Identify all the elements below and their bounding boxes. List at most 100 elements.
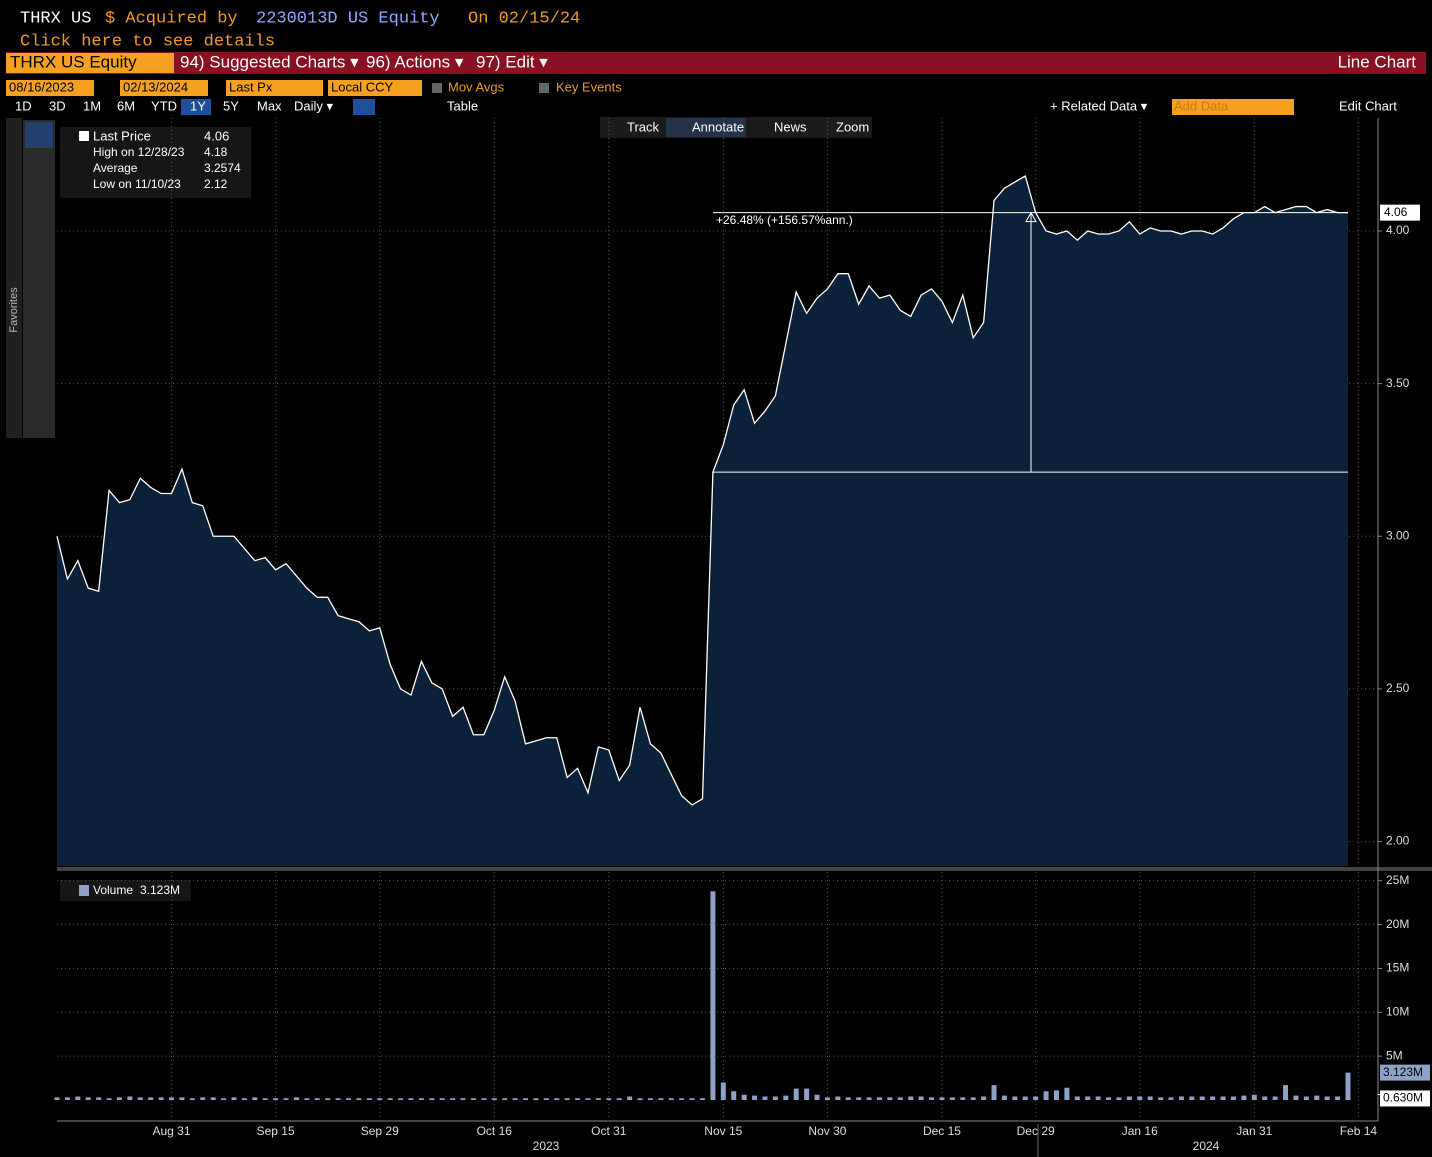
x-tick-label: Sep 29 — [361, 1124, 399, 1138]
edit-chart[interactable]: Edit Chart — [1339, 98, 1397, 113]
tool[interactable]: Track — [627, 119, 660, 134]
bar — [491, 1098, 497, 1100]
add-data-box[interactable] — [1172, 99, 1294, 115]
bar — [1074, 1096, 1080, 1100]
bar — [200, 1097, 206, 1100]
volume-legend-box — [60, 880, 191, 901]
bar — [647, 1098, 653, 1100]
period[interactable]: 1Y — [190, 98, 206, 113]
last-badge-text: 4.06 — [1384, 205, 1408, 219]
year-label: 2023 — [533, 1139, 560, 1153]
volume-badge — [1380, 1064, 1430, 1081]
bar — [1324, 1096, 1330, 1100]
checkbox[interactable] — [539, 83, 549, 93]
tool-active — [666, 118, 746, 137]
bar — [783, 1095, 789, 1100]
bar — [543, 1098, 549, 1100]
x-tick-label: Feb 14 — [1340, 1124, 1378, 1138]
bar — [824, 1097, 830, 1100]
bar — [470, 1098, 476, 1100]
tool[interactable]: Annotate — [692, 119, 744, 134]
bar — [606, 1098, 612, 1100]
add-data[interactable]: Add Data — [1174, 98, 1229, 113]
start-box[interactable] — [6, 80, 94, 96]
period[interactable]: 3D — [49, 98, 66, 113]
bar — [75, 1096, 81, 1100]
chart-type[interactable]: Line Chart — [1338, 52, 1417, 71]
stat-label: Low on 11/10/23 — [93, 177, 181, 191]
bar — [752, 1095, 758, 1100]
y-tick-label: 3.00 — [1386, 528, 1410, 542]
bar — [1210, 1096, 1216, 1100]
bar — [1272, 1096, 1278, 1100]
stat-value: 2.12 — [204, 177, 228, 191]
bar — [252, 1097, 258, 1100]
period[interactable]: 5Y — [223, 98, 239, 113]
bar — [1220, 1096, 1226, 1100]
bar — [1335, 1096, 1341, 1100]
bar — [450, 1098, 456, 1100]
currency-box[interactable] — [328, 80, 422, 96]
bar — [731, 1091, 737, 1100]
bar — [1345, 1072, 1351, 1100]
tool[interactable]: Zoom — [836, 119, 869, 134]
menu-item[interactable]: 96) Actions ▾ — [366, 52, 464, 71]
x-tick-label: Oct 31 — [591, 1124, 627, 1138]
field[interactable]: Last Px — [229, 79, 273, 94]
bar — [1064, 1087, 1070, 1100]
bar — [1241, 1095, 1247, 1100]
menu-item[interactable]: 97) Edit ▾ — [476, 52, 548, 71]
menu-item[interactable]: 94) Suggested Charts ▾ — [180, 52, 359, 71]
end-date[interactable]: 02/13/2024 — [123, 79, 188, 94]
option[interactable]: Mov Avgs — [448, 79, 505, 94]
bar — [1158, 1097, 1164, 1100]
acquirer[interactable]: 2230013D US Equity — [256, 9, 440, 28]
frequency[interactable]: Daily ▾ — [294, 98, 334, 113]
bar — [241, 1098, 247, 1100]
bar — [1262, 1096, 1268, 1100]
bar — [1043, 1091, 1049, 1100]
security[interactable]: THRX US Equity — [10, 52, 137, 71]
bar — [398, 1098, 404, 1100]
table-button[interactable]: Table — [447, 98, 478, 113]
option[interactable]: Key Events — [556, 79, 622, 94]
y-tick-label: 15M — [1386, 961, 1409, 975]
bar — [1293, 1095, 1299, 1100]
bar — [762, 1096, 768, 1100]
currency[interactable]: Local CCY — [331, 79, 393, 94]
pointer-tool[interactable] — [25, 122, 53, 148]
tool[interactable]: News — [774, 119, 807, 134]
period[interactable]: 6M — [117, 98, 135, 113]
bar — [1116, 1097, 1122, 1100]
period[interactable]: 1D — [15, 98, 32, 113]
period[interactable]: 1M — [83, 98, 101, 113]
area — [57, 176, 1348, 866]
bar — [1012, 1096, 1018, 1100]
security-box[interactable] — [6, 53, 174, 73]
bar — [96, 1097, 102, 1100]
arrow-head — [1025, 211, 1037, 223]
start-date[interactable]: 08/16/2023 — [9, 79, 74, 94]
bar — [127, 1096, 133, 1100]
details-link[interactable]: Click here to see details — [20, 32, 275, 51]
bar — [772, 1096, 778, 1100]
period[interactable]: YTD — [151, 98, 177, 113]
bar — [866, 1097, 872, 1100]
bar — [835, 1096, 841, 1100]
field-box[interactable] — [226, 80, 323, 96]
bar — [668, 1098, 674, 1100]
bar — [262, 1098, 268, 1100]
bar — [595, 1098, 601, 1100]
bar — [106, 1098, 112, 1100]
line — [56, 175, 1348, 806]
bar — [1178, 1096, 1184, 1100]
related-data[interactable]: + Related Data ▾ — [1050, 98, 1148, 113]
end-box[interactable] — [120, 80, 208, 96]
x-tick-label: Aug 31 — [153, 1124, 191, 1138]
bar — [679, 1098, 685, 1100]
favorites[interactable]: Favorites — [8, 287, 20, 333]
checkbox[interactable] — [432, 83, 442, 93]
period[interactable]: Max — [257, 98, 282, 113]
bar — [1199, 1096, 1205, 1100]
line-style-button[interactable] — [353, 99, 375, 115]
